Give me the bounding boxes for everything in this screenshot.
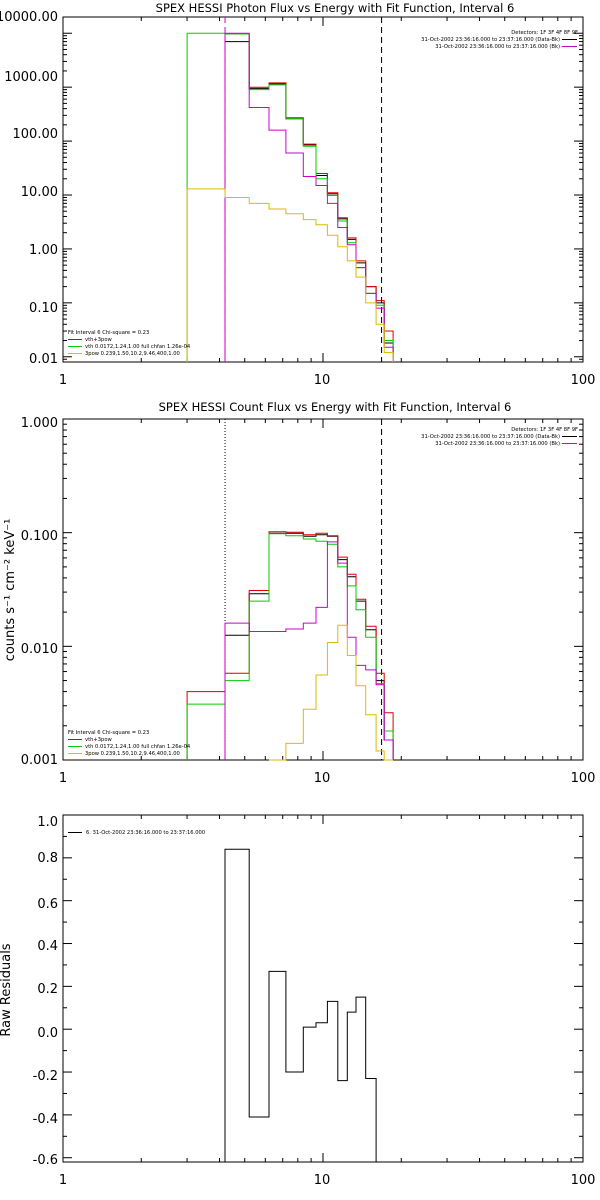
photon-ytick-label-1000: 1000.00	[4, 70, 58, 85]
residuals-axis-ticks	[62, 814, 583, 1162]
photon-legend-bk: 31-Oct-2002 23:36:16.000 to 23:37:16.000…	[435, 44, 560, 50]
count-xtick-label-10: 10	[314, 771, 331, 786]
count-ytick-label-0.1: 0.100	[21, 529, 58, 544]
photon-legend-vth: vth 0.0172,1.24,1.00 full chfan 1.26e-04	[85, 344, 191, 350]
photon-series-group	[186, 17, 394, 362]
photon-y-tick-labels: 10000.00 1000.00 100.00 10.00 1.00 0.10 …	[0, 10, 58, 367]
resid-ytick-label-0.8: 0.8	[37, 851, 58, 866]
resid-ytick-label-neg0.4: -0.4	[33, 1112, 58, 1127]
resid-ytick-label-neg0.2: -0.2	[33, 1069, 58, 1084]
series-line-vth-0-0172-1-24-1-00-ful	[186, 32, 394, 362]
photon-ytick-label-0.1: 0.10	[29, 301, 58, 316]
count-ytick-label-0.001: 0.001	[21, 753, 58, 768]
resid-ytick-label-0.6: 0.6	[37, 897, 58, 912]
series-line-vth-3pow	[186, 531, 394, 760]
count-series-group	[186, 419, 394, 761]
residuals-legend-label: 6. 31-Oct-2002 23:36:16.000 to 23:37:16.…	[86, 830, 205, 836]
photon-legend-3pow: 3pow 0.239,1.50,10.2,9.46,400,1.00	[85, 351, 180, 357]
count-plot-frame	[62, 418, 584, 761]
resid-ytick-label-1.0: 1.0	[37, 815, 58, 830]
photon-legend-vth3pow: vth+3pow	[85, 337, 113, 343]
count-y-tick-labels: 1.000 0.100 0.010 0.001	[21, 416, 58, 768]
count-legend-fit-header: Fit Interval 6 Chi-square = 0.23	[68, 730, 149, 736]
residuals-y-axis-label: Raw Residuals	[0, 943, 14, 1036]
count-legend-data-bk: 31-Oct-2002 23:36:16.000 to 23:37:16.000…	[421, 434, 560, 440]
photon-legend-top: Detectors: 1F 3F 4F 8F 9F 31-Oct-2002 23…	[421, 30, 578, 50]
count-ytick-label-0.01: 0.010	[21, 642, 58, 657]
count-ytick-label-1: 1.000	[21, 416, 58, 431]
photon-x-tick-labels: 1 10 100	[59, 373, 596, 388]
photon-ytick-label-0.01: 0.01	[29, 352, 58, 367]
photon-ytick-label-1: 1.00	[29, 243, 58, 258]
photon-xtick-label-10: 10	[314, 373, 331, 388]
photon-ytick-label-10: 10.00	[21, 185, 58, 200]
count-x-tick-labels: 1 10 100	[59, 771, 596, 786]
count-legend-bk: 31-Oct-2002 23:36:16.000 to 23:37:16.000…	[435, 441, 560, 447]
resid-ytick-label-neg0.6: -0.6	[33, 1153, 58, 1168]
residuals-plot-frame	[62, 814, 584, 1163]
residuals-y-tick-labels: 1.0 0.8 0.6 0.4 0.2 0.0 -0.2 -0.4 -0.6	[33, 815, 58, 1168]
photon-legend-detectors: Detectors: 1F 3F 4F 8F 9F	[511, 30, 578, 36]
photon-ytick-label-10000: 10000.00	[0, 10, 58, 25]
count-xtick-label-100: 100	[571, 771, 596, 786]
photon-xtick-label-1: 1	[59, 373, 67, 388]
series-line-vth-0-0172-1-24-1-00-ful	[186, 533, 394, 760]
count-legend-3pow: 3pow 0.239,1.50,10.2,9.46,400,1.00	[85, 751, 180, 757]
count-y-axis-label: counts s⁻¹ cm⁻² keV⁻¹	[3, 519, 18, 662]
residuals-x-tick-labels: 1 10 100	[59, 1173, 596, 1188]
photon-xtick-label-100: 100	[571, 373, 596, 388]
photon-axis-ticks	[62, 16, 583, 363]
count-xtick-label-1: 1	[59, 771, 67, 786]
count-flux-chart: SPEX HESSI Count Flux vs Energy with Fit…	[3, 400, 595, 786]
photon-plot-frame	[62, 16, 584, 363]
count-axis-ticks	[62, 418, 583, 761]
photon-legend-bottom: Fit Interval 6 Chi-square = 0.23 vth+3po…	[68, 330, 191, 357]
residuals-legend: 6. 31-Oct-2002 23:36:16.000 to 23:37:16.…	[68, 830, 205, 836]
series-line-6-31-oct-2002-23-36-16-0	[224, 848, 377, 1162]
resid-ytick-label-0.2: 0.2	[37, 982, 58, 997]
count-legend-detectors: Detectors: 1F 3F 4F 8F 9F	[511, 427, 578, 433]
resid-ytick-label-0.4: 0.4	[37, 939, 58, 954]
series-line-3pow-0-239-1-50-10-2-9-4	[269, 624, 394, 761]
resid-xtick-label-100: 100	[571, 1173, 596, 1188]
photon-flux-chart: SPEX HESSI Photon Flux vs Energy with Fi…	[0, 1, 595, 388]
resid-ytick-label-0.0: 0.0	[37, 1026, 58, 1041]
count-chart-title: SPEX HESSI Count Flux vs Energy with Fit…	[159, 400, 512, 414]
resid-xtick-label-10: 10	[314, 1173, 331, 1188]
photon-ytick-label-100: 100.00	[13, 127, 59, 142]
photon-legend-data-bk: 31-Oct-2002 23:36:16.000 to 23:37:16.000…	[421, 37, 560, 43]
photon-legend-fit-header: Fit Interval 6 Chi-square = 0.23	[68, 330, 149, 336]
residuals-chart: Raw Residuals 1.0 0.8 0.6 0.4 0.2 0.0 -0…	[0, 814, 596, 1188]
series-line-3pow-0-239-1-50-10-2-9-4	[186, 188, 394, 362]
count-legend-bottom: Fit Interval 6 Chi-square = 0.23 vth+3po…	[68, 730, 191, 757]
series-line-series-3	[224, 541, 394, 760]
count-legend-vth: vth 0.0172,1.24,1.00 full chfan 1.26e-04	[85, 744, 191, 750]
series-line-vth-3pow	[224, 33, 394, 362]
count-legend-vth3pow: vth+3pow	[85, 737, 113, 743]
series-line-series-0	[224, 532, 394, 760]
residuals-series-group	[224, 848, 377, 1162]
count-legend-top: Detectors: 1F 3F 4F 8F 9F 31-Oct-2002 23…	[421, 427, 578, 447]
photon-chart-title: SPEX HESSI Photon Flux vs Energy with Fi…	[156, 1, 515, 15]
resid-xtick-label-1: 1	[59, 1173, 67, 1188]
series-line-series-3	[224, 32, 394, 362]
